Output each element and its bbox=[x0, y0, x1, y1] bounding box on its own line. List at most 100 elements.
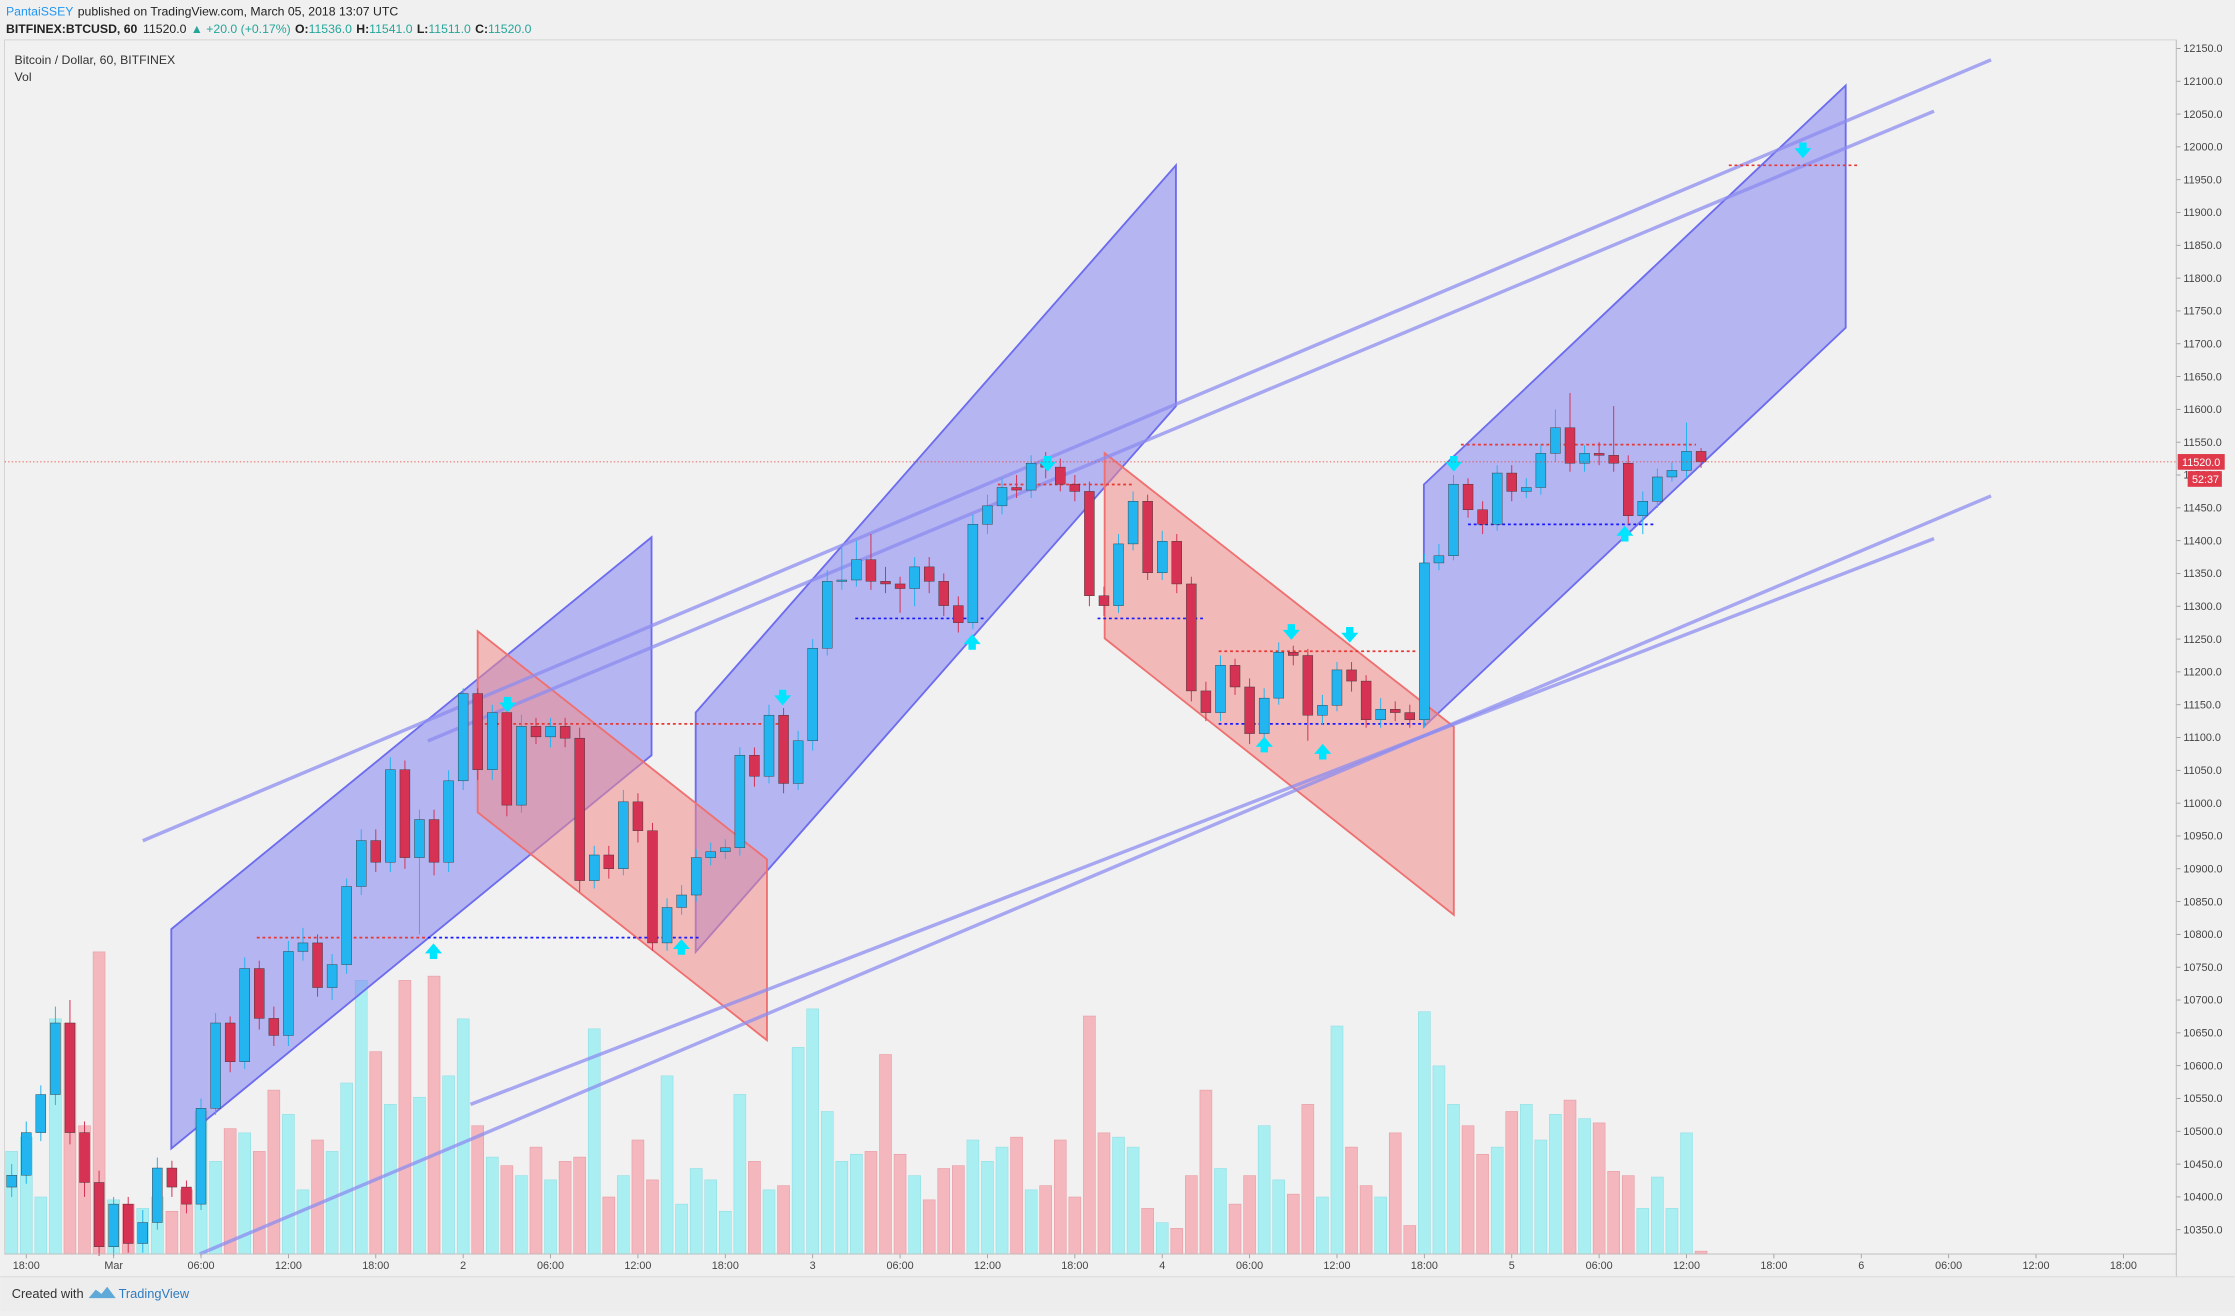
x-tick-label: 06:00 bbox=[537, 1260, 564, 1272]
volume-bar bbox=[791, 1047, 805, 1255]
candle-body bbox=[457, 693, 469, 782]
candle-body bbox=[1593, 453, 1605, 456]
ohlc-value: 11541.0 bbox=[369, 22, 413, 36]
x-tick-label: 06:00 bbox=[187, 1260, 214, 1272]
volume-bar bbox=[1461, 1125, 1475, 1255]
x-tick-label: 18:00 bbox=[13, 1260, 40, 1272]
y-tick-label: 11150.0 bbox=[2183, 699, 2221, 711]
volume-bar bbox=[733, 1094, 747, 1255]
y-tick-label: 11750.0 bbox=[2183, 306, 2221, 318]
candle-body bbox=[1462, 483, 1474, 511]
candle-body bbox=[1244, 686, 1255, 734]
x-tick-label: 12:00 bbox=[2022, 1260, 2049, 1272]
candle-body bbox=[1535, 453, 1547, 488]
last-price-label: 11520.0 bbox=[2182, 457, 2220, 469]
y-tick-label: 11300.0 bbox=[2183, 601, 2221, 613]
candle-body bbox=[108, 1203, 119, 1247]
volume-bar bbox=[354, 980, 368, 1255]
y-tick-label: 10550.0 bbox=[2183, 1093, 2222, 1105]
volume-bar bbox=[1534, 1139, 1548, 1255]
candle-body bbox=[807, 648, 818, 742]
candle-body bbox=[953, 605, 964, 623]
x-tick-label: 2 bbox=[460, 1260, 466, 1272]
x-tick-label: 06:00 bbox=[887, 1260, 914, 1272]
volume-bar bbox=[719, 1210, 732, 1255]
volume-bar bbox=[1141, 1208, 1154, 1255]
ohlc-key: H: bbox=[356, 22, 369, 36]
y-tick-label: 10600.0 bbox=[2183, 1060, 2222, 1072]
axes: 10350.0 10400.0 10450.0 10500.0 10550.0 10600… bbox=[4, 43, 2225, 1272]
volume-bar bbox=[748, 1161, 761, 1255]
ohlc-value: 11536.0 bbox=[309, 22, 353, 36]
candle-body bbox=[1302, 655, 1314, 716]
candle-body bbox=[195, 1108, 207, 1205]
volume-bar bbox=[1257, 1125, 1271, 1255]
footer-brand[interactable]: TradingView bbox=[119, 1286, 190, 1301]
candle-body bbox=[1288, 651, 1299, 656]
ohlc-value: 11511.0 bbox=[428, 22, 471, 36]
volume-bar bbox=[398, 980, 412, 1255]
volume-bar bbox=[602, 1196, 616, 1255]
y-tick-label: 12050.0 bbox=[2183, 109, 2222, 121]
volume-bar bbox=[1345, 1146, 1358, 1255]
volume-bar bbox=[573, 1156, 586, 1255]
candle-body bbox=[399, 769, 411, 858]
chart-title: Bitcoin / Dollar, 60, BITFINEX bbox=[15, 53, 176, 67]
candle-body bbox=[661, 907, 673, 944]
candle-body bbox=[1681, 451, 1692, 471]
y-tick-label: 11650.0 bbox=[2183, 371, 2221, 383]
volume-bar bbox=[558, 1161, 572, 1255]
volume-bar bbox=[1330, 1025, 1344, 1255]
countdown-label: 52:37 bbox=[2192, 474, 2219, 486]
volume-bar bbox=[486, 1156, 499, 1255]
trend-line bbox=[469, 537, 1935, 1106]
candle-body bbox=[1579, 453, 1590, 464]
y-tick-label: 10800.0 bbox=[2183, 929, 2222, 941]
x-tick-label: 18:00 bbox=[1760, 1260, 1787, 1272]
candle-body bbox=[589, 854, 600, 881]
candle-body bbox=[1113, 543, 1124, 606]
y-tick-label: 10750.0 bbox=[2183, 962, 2222, 974]
volume-bar bbox=[1592, 1122, 1606, 1255]
x-tick-label: 12:00 bbox=[1673, 1260, 1700, 1272]
published: published on TradingView.com, March 05, … bbox=[78, 5, 399, 19]
volume-bar bbox=[1490, 1146, 1504, 1255]
volume-bar bbox=[296, 1189, 310, 1255]
candle-body bbox=[1623, 462, 1634, 516]
candle-body bbox=[1491, 472, 1503, 525]
candle-body bbox=[268, 1018, 280, 1036]
y-tick-label: 12100.0 bbox=[2183, 76, 2222, 88]
volume-bar bbox=[952, 1165, 965, 1255]
trend-line bbox=[427, 109, 1935, 743]
volume-bar bbox=[1112, 1136, 1125, 1255]
candle-body bbox=[181, 1186, 192, 1205]
y-tick-label: 10350.0 bbox=[2183, 1224, 2222, 1236]
x-tick-label: 18:00 bbox=[362, 1260, 389, 1272]
volume-bar bbox=[267, 1089, 281, 1255]
candle-body bbox=[1637, 501, 1649, 516]
y-tick-label: 10900.0 bbox=[2183, 863, 2222, 875]
x-tick-label: 18:00 bbox=[2110, 1260, 2137, 1272]
candle-body bbox=[1142, 501, 1153, 574]
y-tick-label: 11000.0 bbox=[2183, 798, 2221, 810]
candle-body bbox=[720, 847, 731, 852]
candle-body bbox=[1157, 541, 1168, 574]
volume-bar bbox=[1155, 1222, 1169, 1255]
candle-body bbox=[356, 840, 367, 887]
candle-body bbox=[428, 819, 440, 863]
footer-created: Created with bbox=[12, 1286, 84, 1301]
candle-body bbox=[1317, 705, 1328, 716]
volume-bar bbox=[1214, 1168, 1227, 1255]
volume-bar bbox=[1665, 1208, 1679, 1255]
candle-body bbox=[880, 581, 891, 585]
candle-body bbox=[50, 1022, 61, 1095]
volume-bar bbox=[1010, 1136, 1023, 1255]
candle-body bbox=[1433, 555, 1445, 564]
candle-body bbox=[1608, 455, 1619, 464]
volume-bar bbox=[1651, 1176, 1664, 1255]
candle-body bbox=[705, 851, 716, 858]
candle-body bbox=[312, 942, 323, 988]
volume-bar bbox=[646, 1179, 659, 1255]
candle-body bbox=[443, 780, 454, 863]
volume-bar bbox=[1170, 1228, 1184, 1255]
